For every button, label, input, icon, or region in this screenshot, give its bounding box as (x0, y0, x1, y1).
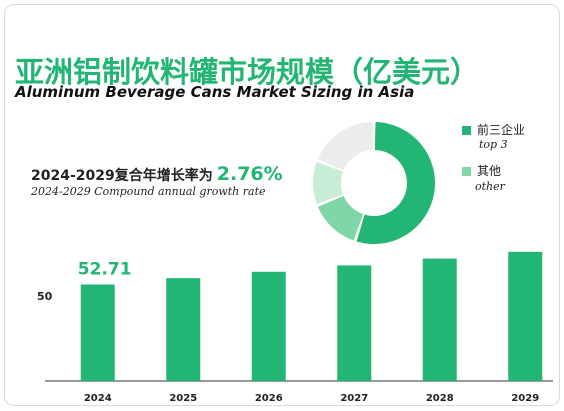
cagr-label-english: 2024-2029 Compound annual growth rate (31, 185, 266, 198)
bar-2024 (80, 284, 115, 381)
cagr-value: 2.76% (216, 163, 283, 185)
donut-slice-1 (317, 195, 364, 241)
chart-title-english: Aluminum Beverage Cans Market Sizing in … (15, 83, 415, 101)
donut-slice-0 (356, 122, 436, 244)
legend-label-top3: 前三企业 (477, 123, 526, 137)
x-tick-label: 2028 (426, 393, 454, 404)
bar-2026 (251, 271, 286, 381)
legend-sub-other: other (475, 180, 505, 193)
legend-label-other: 其他 (477, 164, 502, 178)
y-tick-label: 50 (37, 290, 53, 303)
x-tick-label: 2025 (169, 393, 197, 404)
bar-2029 (508, 251, 543, 381)
x-tick-label: 2026 (255, 393, 283, 404)
x-tick-label: 2029 (511, 393, 539, 404)
bar-2027 (337, 265, 372, 381)
legend-swatch-other (462, 167, 471, 176)
data-label: 52.71 (78, 259, 132, 279)
chart-card: 亚洲铝制饮料罐市场规模（亿美元） Aluminum Beverage Cans … (4, 4, 560, 406)
cagr-label-text: 2024-2029复合年增长率为 (31, 168, 213, 184)
legend-swatch-top3 (462, 126, 471, 135)
chart-title: 亚洲铝制饮料罐市场规模（亿美元） (15, 55, 480, 89)
bar-chart: 2024 52.71 2025 2026 2027 2028 2029 50 (37, 251, 553, 404)
bar-2025 (166, 278, 201, 381)
cagr-label: 2024-2029复合年增长率为 2.76% (31, 163, 283, 185)
legend-sub-top3: top 3 (479, 138, 508, 151)
donut-chart (313, 122, 436, 244)
chart-canvas: 2024 52.71 2025 2026 2027 2028 2029 50 (37, 122, 553, 404)
bar-2028 (422, 258, 457, 381)
x-tick-label: 2027 (340, 393, 368, 404)
donut-slice-3 (317, 122, 374, 171)
donut-slice-2 (313, 161, 344, 205)
x-tick-label: 2024 (84, 393, 112, 404)
